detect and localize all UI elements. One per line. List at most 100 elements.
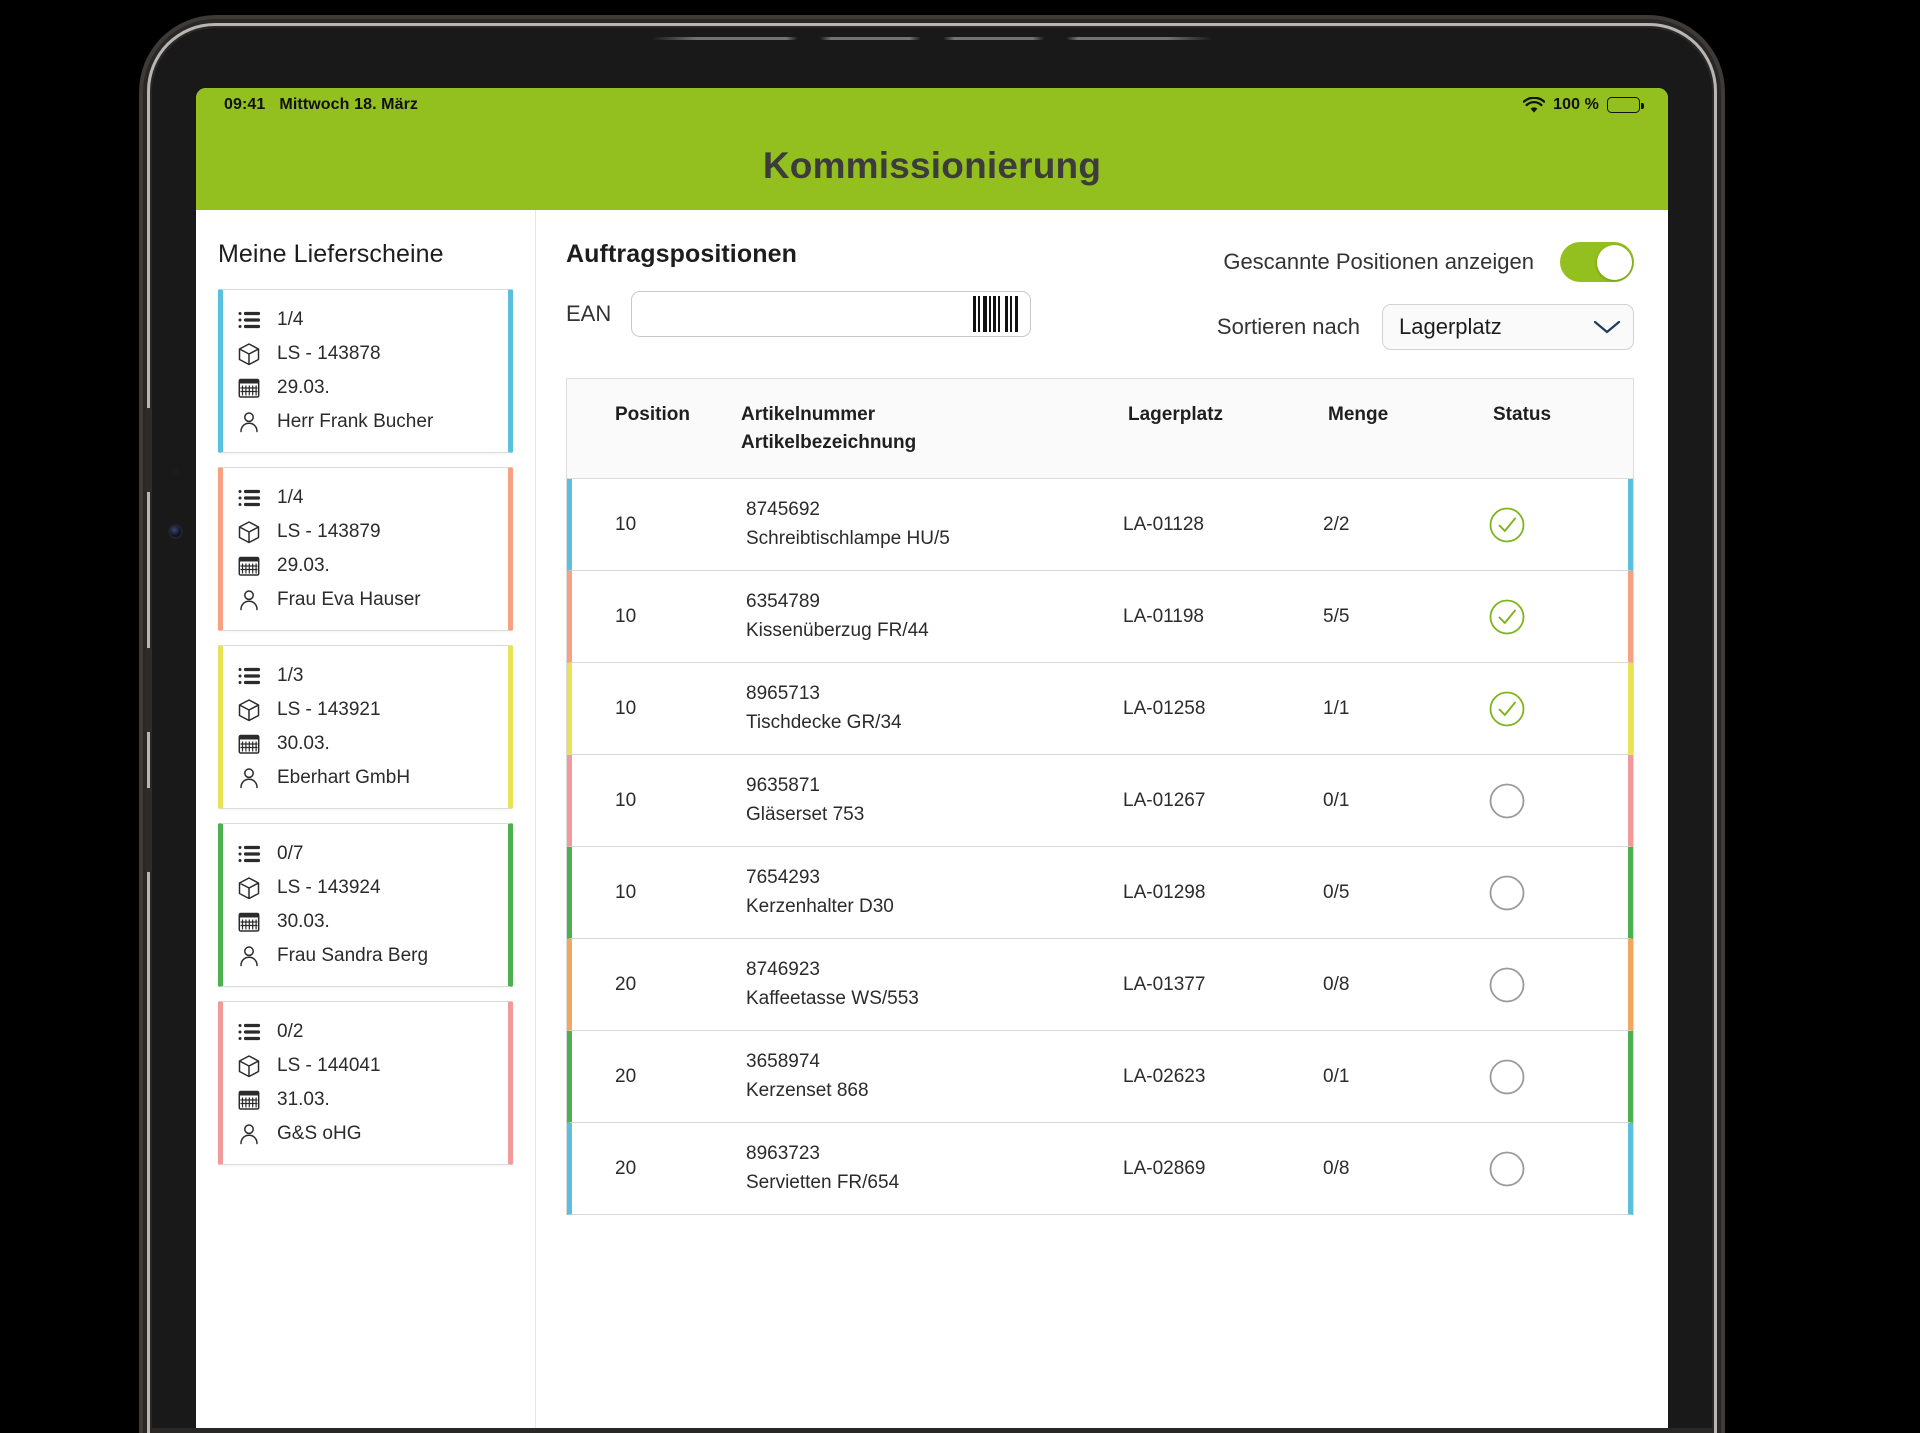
cell-article-name: Gläserset 753 xyxy=(746,803,865,825)
scan-toggle[interactable] xyxy=(1560,242,1634,282)
battery-full-icon xyxy=(1607,97,1644,113)
cell-quantity: 2/2 xyxy=(1323,513,1350,535)
check-circle-icon[interactable] xyxy=(1488,598,1526,636)
box-icon xyxy=(238,343,260,366)
delivery-note-card[interactable]: 1/4 LS - 143879 29.03. Frau Eva Hauser xyxy=(218,467,513,631)
tablet-device-frame: 09:41 Mittwoch 18. März 100 % Kommission… xyxy=(145,23,1717,1433)
empty-circle-icon[interactable] xyxy=(1488,1150,1526,1188)
check-circle-icon[interactable] xyxy=(1488,506,1526,544)
delivery-note-customer-row: G&S oHG xyxy=(237,1117,494,1151)
calendar-icon xyxy=(238,912,260,932)
calendar-icon xyxy=(238,556,260,576)
box-icon xyxy=(238,877,260,900)
cell-status xyxy=(1488,782,1628,820)
person-icon xyxy=(240,768,258,789)
cell-storage: LA-01198 xyxy=(1123,605,1204,627)
person-icon xyxy=(240,946,258,967)
table-row[interactable]: 10 8965713 Tischdecke GR/34 LA-01258 1/1 xyxy=(567,663,1633,756)
delivery-note-card[interactable]: 1/4 LS - 143878 29.03. Herr Frank Bucher xyxy=(218,289,513,453)
cell-article-name: Kerzenhalter D30 xyxy=(746,895,894,917)
cell-status xyxy=(1488,598,1628,636)
box-icon xyxy=(238,699,260,722)
calendar-icon xyxy=(238,734,260,754)
delivery-note-customer-row: Frau Sandra Berg xyxy=(237,939,494,973)
table-row[interactable]: 20 8746923 Kaffeetasse WS/553 LA-01377 0/8 xyxy=(567,939,1633,1032)
delivery-note-count-row: 1/4 xyxy=(237,481,494,515)
cell-status xyxy=(1488,690,1628,728)
check-circle-icon[interactable] xyxy=(1488,690,1526,728)
col-header-storage: Lagerplatz xyxy=(1128,404,1224,425)
table-row[interactable]: 10 6354789 Kissenüberzug FR/44 LA-01198 5/5 xyxy=(567,571,1633,664)
delivery-note-count-row: 0/2 xyxy=(237,1015,494,1049)
col-header-article-number: Artikelnummer xyxy=(741,404,876,425)
cell-quantity: 0/8 xyxy=(1323,1157,1350,1179)
delivery-note-date: 30.03. xyxy=(277,733,330,754)
list-icon xyxy=(238,667,260,685)
delivery-note-doc: LS - 143879 xyxy=(277,521,381,542)
delivery-note-date-row: 29.03. xyxy=(237,549,494,583)
delivery-note-doc-row: LS - 143921 xyxy=(237,693,494,727)
empty-circle-icon[interactable] xyxy=(1488,874,1526,912)
cell-storage: LA-01128 xyxy=(1123,513,1204,535)
order-positions-table: Position Artikelnummer Artikelbezeichnun… xyxy=(566,378,1634,1216)
delivery-note-customer: Eberhart GmbH xyxy=(277,767,411,788)
cell-article-name: Servietten FR/654 xyxy=(746,1171,900,1193)
cell-position: 10 xyxy=(615,789,637,811)
cell-article-number: 8746923 xyxy=(746,959,820,981)
barcode-icon[interactable] xyxy=(972,296,1022,332)
sidebar-title: Meine Lieferscheine xyxy=(218,240,444,268)
toolbar-right: Gescannte Positionen anzeigen Sortieren … xyxy=(1217,240,1634,350)
delivery-note-card[interactable]: 0/7 LS - 143924 30.03. Frau Sandra Berg xyxy=(218,823,513,987)
cell-article-number: 6354789 xyxy=(746,591,820,613)
main-toolbar: Auftragspositionen EAN xyxy=(566,240,1634,350)
col-header-article-name: Artikelbezeichnung xyxy=(741,431,917,453)
delivery-note-date: 31.03. xyxy=(277,1089,330,1110)
empty-circle-icon[interactable] xyxy=(1488,782,1526,820)
cell-position: 20 xyxy=(615,1157,637,1179)
cell-status xyxy=(1488,506,1628,544)
volume-down-button[interactable] xyxy=(145,788,152,872)
cell-position: 20 xyxy=(615,1065,637,1087)
cell-article-name: Kerzenset 868 xyxy=(746,1079,869,1101)
delivery-note-count: 1/4 xyxy=(277,309,304,330)
cell-article: 3658974 Kerzenset 868 xyxy=(742,1048,1123,1105)
table-row[interactable]: 10 9635871 Gläserset 753 LA-01267 0/1 xyxy=(567,755,1633,848)
table-row[interactable]: 10 7654293 Kerzenhalter D30 LA-01298 0/5 xyxy=(567,847,1633,940)
sidebar: Meine Lieferscheine 1/4 LS - 143878 29.03.… xyxy=(196,210,536,1428)
cell-quantity: 0/8 xyxy=(1323,973,1350,995)
table-row[interactable]: 10 8745692 Schreibtischlampe HU/5 LA-01128 2… xyxy=(567,479,1633,572)
cell-position: 10 xyxy=(615,881,637,903)
table-row[interactable]: 20 8963723 Servietten FR/654 LA-02869 0/8 xyxy=(567,1123,1633,1216)
empty-circle-icon[interactable] xyxy=(1488,966,1526,1004)
ean-input[interactable] xyxy=(646,302,973,326)
table-row[interactable]: 20 3658974 Kerzenset 868 LA-02623 0/1 xyxy=(567,1031,1633,1124)
delivery-note-doc: LS - 144041 xyxy=(277,1055,381,1076)
cell-status xyxy=(1488,966,1628,1004)
delivery-note-customer: Herr Frank Bucher xyxy=(277,411,434,432)
ean-input-wrapper[interactable] xyxy=(631,291,1032,337)
person-icon xyxy=(240,1124,258,1145)
cell-article: 8745692 Schreibtischlampe HU/5 xyxy=(742,496,1123,553)
delivery-note-doc-row: LS - 143879 xyxy=(237,515,494,549)
cell-article: 8965713 Tischdecke GR/34 xyxy=(742,680,1123,737)
scan-toggle-label: Gescannte Positionen anzeigen xyxy=(1223,249,1534,274)
cell-article-number: 7654293 xyxy=(746,867,820,889)
delivery-note-card[interactable]: 0/2 LS - 144041 31.03. G&S oHG xyxy=(218,1001,513,1165)
delivery-note-customer-row: Eberhart GmbH xyxy=(237,761,494,795)
col-header-article: Artikelnummer Artikelbezeichnung xyxy=(737,401,1128,456)
sensor-dot xyxy=(172,468,179,475)
cell-article: 6354789 Kissenüberzug FR/44 xyxy=(742,588,1123,645)
sort-select[interactable]: Lagerplatz xyxy=(1382,304,1634,350)
cell-article-number: 8963723 xyxy=(746,1143,820,1165)
ean-label: EAN xyxy=(566,301,612,326)
delivery-note-card[interactable]: 1/3 LS - 143921 30.03. Eberhart GmbH xyxy=(218,645,513,809)
volume-up-button[interactable] xyxy=(145,648,152,732)
device-button-top[interactable] xyxy=(145,408,152,492)
cell-storage: LA-02623 xyxy=(1123,1065,1206,1087)
delivery-note-count: 1/4 xyxy=(277,487,304,508)
cell-position: 10 xyxy=(615,605,637,627)
empty-circle-icon[interactable] xyxy=(1488,1058,1526,1096)
cell-position: 20 xyxy=(615,973,637,995)
scan-toggle-row: Gescannte Positionen anzeigen xyxy=(1217,242,1634,282)
tablet-screen: 09:41 Mittwoch 18. März 100 % Kommission… xyxy=(196,88,1668,1428)
